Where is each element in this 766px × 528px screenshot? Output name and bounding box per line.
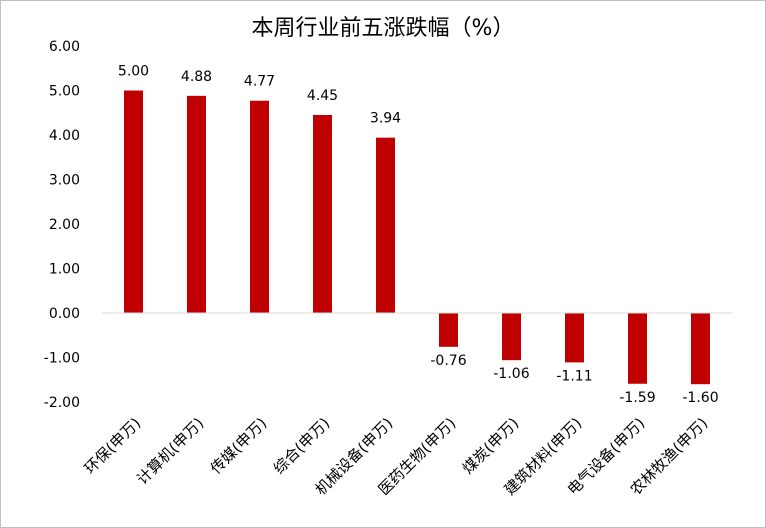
data-label: 3.94 [370, 111, 401, 127]
category-label: 煤炭(申万) [459, 414, 522, 477]
category-label: 综合(申万) [270, 414, 333, 477]
data-label: -1.59 [619, 390, 655, 406]
bar [628, 313, 647, 384]
bar [691, 313, 710, 385]
y-tick-label: 4.00 [49, 128, 80, 144]
data-label: -1.06 [493, 366, 529, 382]
category-label: 环保(申万) [81, 414, 144, 477]
y-axis-ticks: 6.00 5.00 4.00 3.00 2.00 1.00 0.00 -1.00 -2.00 [44, 39, 80, 411]
category-label: 传媒(申万) [207, 414, 270, 477]
bars [124, 90, 710, 385]
data-label: -1.11 [556, 368, 592, 384]
data-label: -1.60 [682, 390, 718, 406]
data-label: 4.88 [181, 69, 212, 85]
data-label: 4.45 [307, 88, 338, 104]
bar [187, 95, 206, 313]
bar [124, 90, 143, 313]
y-tick-label: 2.00 [49, 217, 80, 233]
y-tick-label: 1.00 [49, 262, 80, 278]
y-tick-label: -2.00 [44, 395, 80, 411]
category-label: 计算机(申万) [133, 414, 207, 488]
y-tick-label: 3.00 [49, 173, 80, 189]
chart-title: 本周行业前五涨跌幅（%） [251, 16, 515, 41]
bar [439, 313, 458, 347]
category-labels: 环保(申万)计算机(申万) 传媒(申万) 综合(申万)机械设备(申万)医药生物(申万… [81, 414, 711, 499]
y-tick-label: 0.00 [49, 306, 80, 322]
data-label: 4.77 [244, 74, 275, 90]
bar [313, 114, 332, 313]
data-label: 5.00 [118, 64, 149, 80]
bar [565, 313, 584, 363]
y-tick-label: 6.00 [49, 39, 80, 55]
bar [250, 100, 269, 313]
y-tick-label: -1.00 [44, 351, 80, 367]
data-labels: 5.00 4.88 4.77 4.45 3.94 -0.76 -1.06 -1.11 -1.59… [118, 64, 719, 407]
data-label: -0.76 [430, 353, 466, 369]
bar [502, 313, 521, 361]
y-tick-label: 5.00 [49, 84, 80, 100]
bar [376, 137, 395, 313]
